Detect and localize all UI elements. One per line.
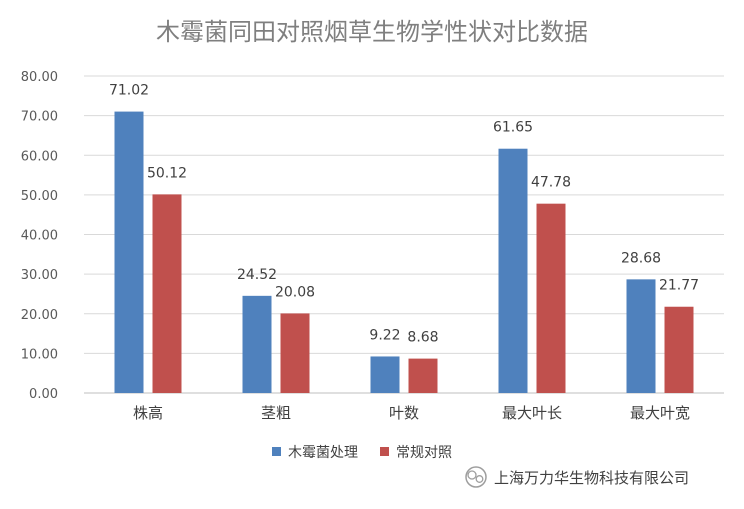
y-tick-label: 70.00 — [21, 110, 58, 125]
legend: 木霉菌处理 常规对照 — [272, 445, 452, 461]
bar-control — [152, 194, 182, 393]
x-category-label: 叶数 — [389, 404, 419, 422]
bar-control — [664, 306, 694, 393]
bar-control — [280, 313, 310, 393]
bar-control — [408, 358, 438, 393]
x-category-label: 最大叶宽 — [630, 404, 690, 422]
data-label: 20.08 — [275, 284, 315, 300]
y-tick-label: 60.00 — [21, 149, 58, 164]
bar-treatment — [370, 356, 400, 393]
data-label: 50.12 — [147, 165, 187, 181]
data-label: 61.65 — [493, 120, 533, 136]
y-tick-label: 20.00 — [21, 308, 58, 323]
y-tick-label: 30.00 — [21, 268, 58, 283]
data-label: 47.78 — [531, 175, 571, 191]
data-label: 8.68 — [407, 330, 438, 346]
legend-label: 木霉菌处理 — [288, 445, 358, 461]
y-tick-label: 50.00 — [21, 189, 58, 204]
bar-treatment — [498, 148, 528, 393]
watermark: 上海万力华生物科技有限公司 — [465, 466, 689, 488]
bar-treatment — [626, 279, 656, 393]
x-axis-category-labels: 株高 茎粗 叶数 最大叶长 最大叶宽 — [133, 404, 690, 422]
y-tick-label: 10.00 — [21, 347, 58, 362]
data-label: 71.02 — [109, 83, 149, 99]
legend-swatch — [380, 447, 389, 456]
gridlines — [84, 75, 724, 354]
y-tick-label: 40.00 — [21, 229, 58, 244]
y-axis-tick-labels: 0.00 10.00 20.00 30.00 40.00 50.00 60.00 70.00 8… — [21, 70, 58, 402]
data-label: 21.77 — [659, 278, 699, 294]
legend-label: 常规对照 — [396, 445, 452, 461]
bars — [114, 111, 694, 393]
legend-swatch — [272, 447, 281, 456]
wechat-icon — [465, 466, 487, 488]
bar-treatment — [242, 295, 272, 393]
chart-title: 木霉菌同田对照烟草生物学性状对比数据 — [156, 18, 588, 46]
y-tick-label: 80.00 — [21, 70, 58, 85]
x-category-label: 茎粗 — [261, 404, 291, 422]
data-label: 9.22 — [369, 327, 400, 343]
watermark-text: 上海万力华生物科技有限公司 — [494, 469, 689, 487]
x-category-label: 株高 — [133, 404, 163, 422]
y-tick-label: 0.00 — [29, 387, 58, 402]
bar-control — [536, 203, 566, 393]
data-label: 28.68 — [621, 250, 661, 266]
bar-treatment — [114, 111, 144, 393]
x-category-label: 最大叶长 — [502, 404, 562, 422]
data-label: 24.52 — [237, 267, 277, 283]
